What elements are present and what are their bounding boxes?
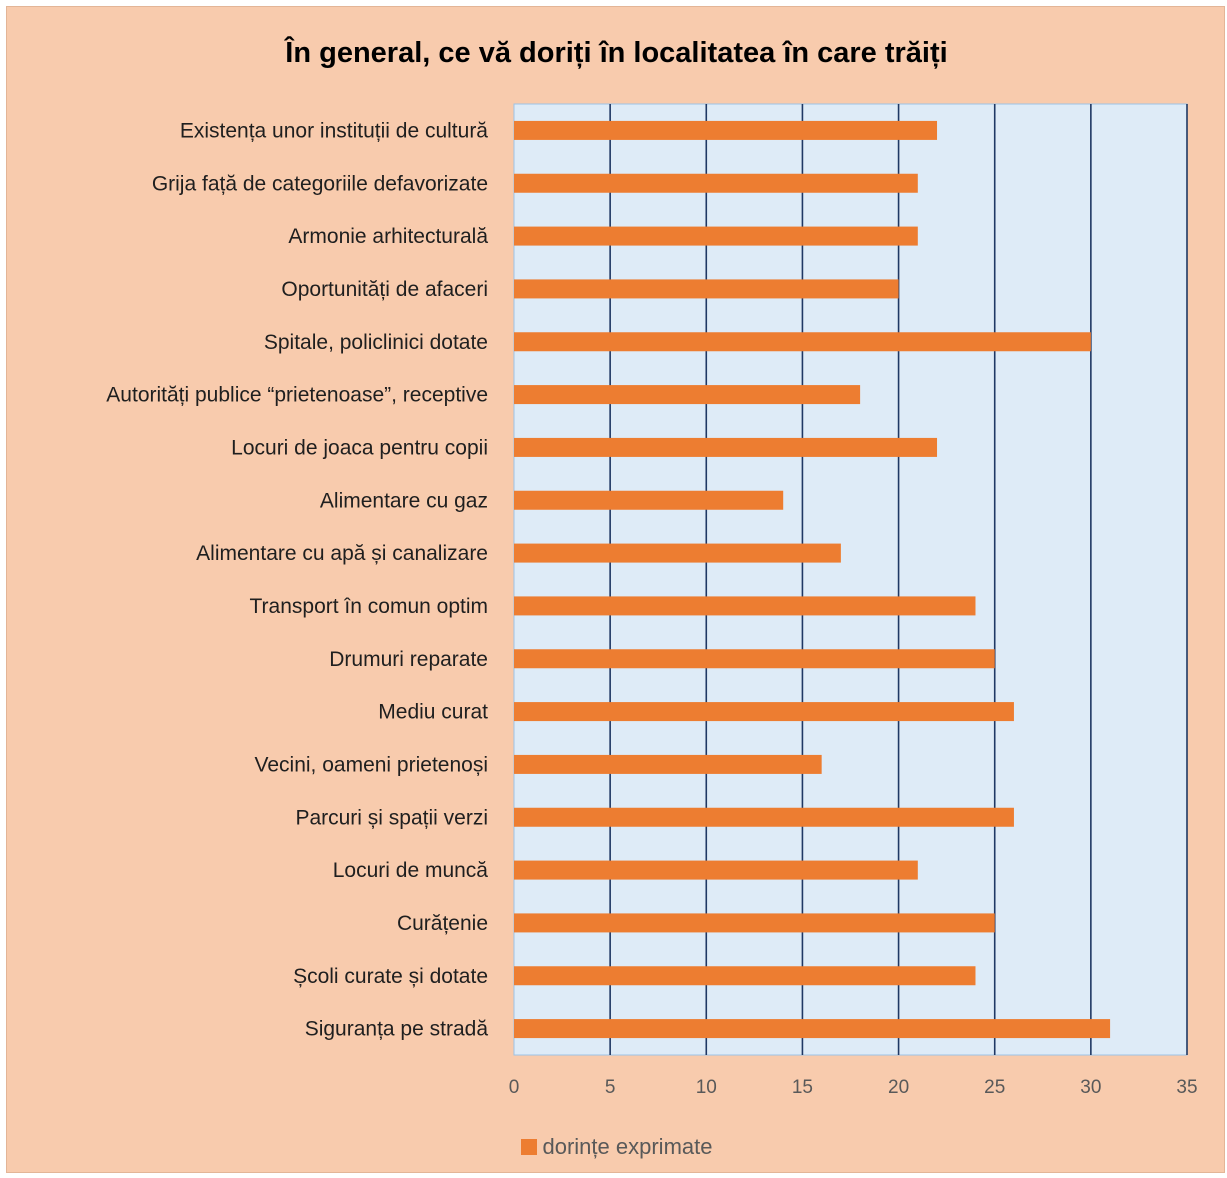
bar-7	[514, 437, 938, 457]
category-label-16: Curățenie	[397, 912, 488, 935]
bar-5	[514, 332, 1091, 352]
bar-11	[514, 649, 995, 669]
category-label-15: Locuri de muncă	[333, 859, 489, 882]
plot-area	[513, 103, 1188, 1056]
bar-10	[514, 596, 976, 616]
bar-15	[514, 860, 918, 880]
legend-swatch	[520, 1139, 537, 1155]
legend: dorințe exprimate	[7, 1134, 1226, 1160]
bar-6	[514, 385, 861, 405]
bar-4	[514, 279, 899, 299]
chart-title: În general, ce vă doriți în localitatea …	[285, 37, 948, 69]
legend-label: dorințe exprimate	[542, 1134, 713, 1159]
bar-12	[514, 702, 1014, 722]
chart-frame: În general, ce vă doriți în localitatea …	[6, 6, 1225, 1173]
category-label-7: Locuri de joaca pentru copii	[231, 436, 488, 459]
x-tick-label-20: 20	[888, 1077, 909, 1098]
bar-1	[514, 120, 938, 140]
category-label-8: Alimentare cu gaz	[320, 489, 488, 512]
category-label-9: Alimentare cu apă și canalizare	[196, 542, 488, 565]
bar-3	[514, 226, 918, 246]
category-label-10: Transport în comun optim	[250, 595, 489, 618]
category-label-3: Armonie arhitecturală	[288, 225, 488, 248]
bar-13	[514, 754, 822, 774]
x-tick-label-35: 35	[1176, 1077, 1197, 1098]
x-tick-label-10: 10	[696, 1077, 717, 1098]
category-label-18: Siguranța pe stradă	[305, 1018, 489, 1041]
category-label-5: Spitale, policlinici dotate	[264, 331, 488, 354]
bar-16	[514, 913, 995, 933]
x-tick-label-5: 5	[605, 1077, 616, 1098]
category-label-11: Drumuri reparate	[329, 648, 488, 671]
category-label-6: Autorități publice “prietenoase”, recept…	[106, 384, 488, 407]
x-tick-label-15: 15	[792, 1077, 813, 1098]
x-tick-label-25: 25	[984, 1077, 1005, 1098]
bar-18	[514, 1019, 1111, 1039]
bar-17	[514, 966, 976, 986]
category-label-17: Școli curate și dotate	[293, 965, 488, 988]
category-label-1: Existența unor instituții de cultură	[180, 119, 488, 142]
bar-14	[514, 807, 1014, 827]
category-label-2: Grija față de categoriile defavorizate	[152, 172, 488, 195]
bar-2	[514, 173, 918, 193]
category-label-4: Oportunități de afaceri	[281, 278, 488, 301]
x-tick-label-0: 0	[509, 1077, 520, 1098]
category-label-13: Vecini, oameni prietenoși	[255, 753, 488, 776]
category-label-14: Parcuri și spații verzi	[295, 806, 488, 829]
category-label-12: Mediu curat	[378, 701, 488, 724]
bar-9	[514, 543, 841, 563]
bar-8	[514, 490, 784, 510]
chart-svg: Existența unor instituții de cultură Grij…	[106, 103, 1198, 1098]
x-tick-label-30: 30	[1080, 1077, 1101, 1098]
